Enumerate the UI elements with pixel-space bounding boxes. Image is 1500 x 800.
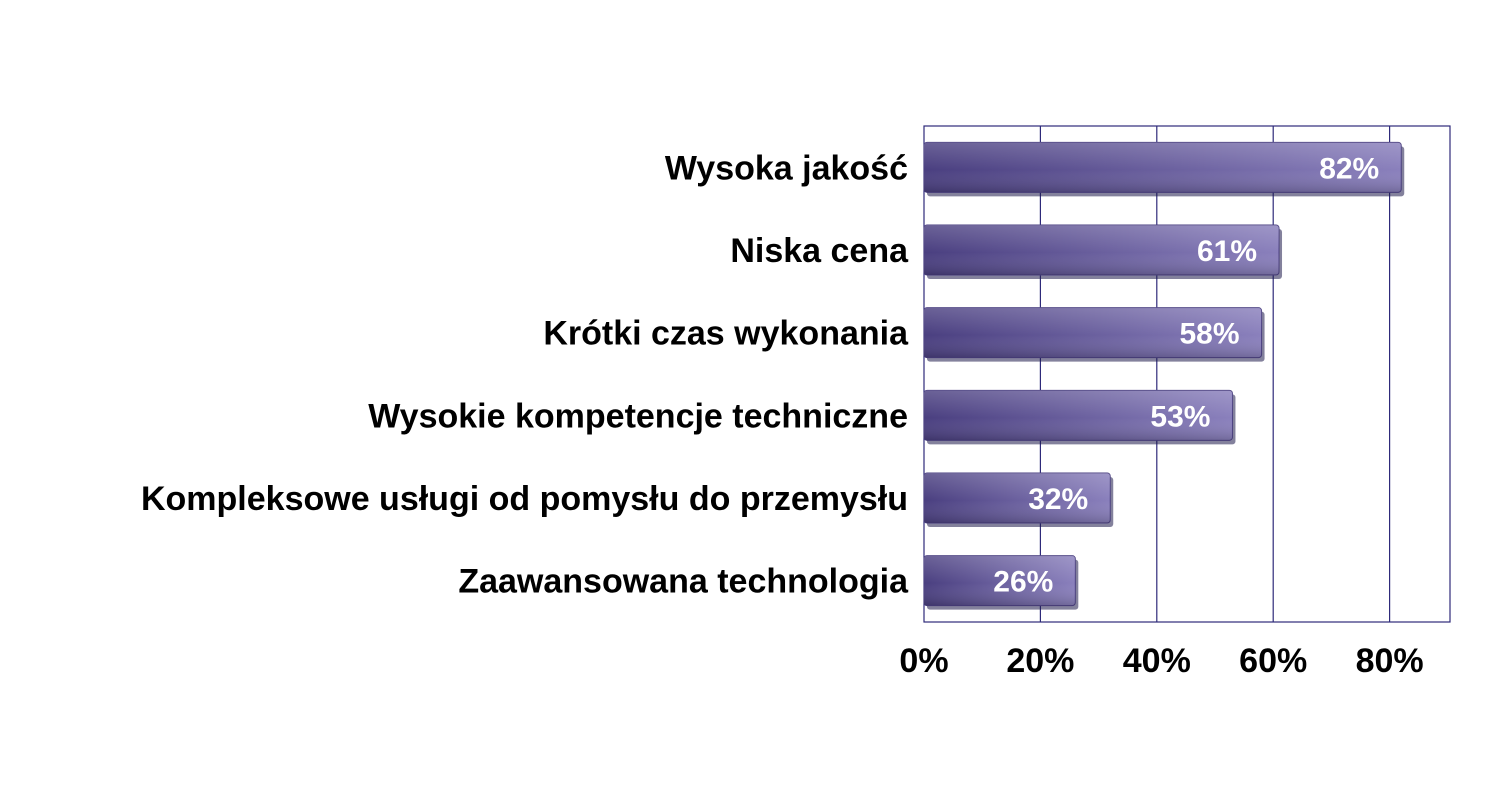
bars: 82% 61% 58% 53% 32% 26% [923,141,1405,610]
bar-highlight [924,473,1111,523]
bar-value-label: 32% [1028,483,1088,516]
category-label: Krótki czas wykonania [543,315,909,353]
category-label: Zaawansowana technologia [458,563,909,601]
gridlines [923,125,1451,623]
x-tick-label: 60% [1239,642,1307,680]
x-tick-label: 20% [1006,642,1074,680]
bar-value-label: 26% [993,566,1053,599]
plot-frame [923,125,1451,623]
x-tick-label: 40% [1123,642,1191,680]
bar-value-label: 58% [1180,318,1240,351]
x-tick-label: 0% [899,642,948,680]
category-labels: Wysoka jakość Niska cena Krótki czas wykon… [141,149,909,600]
category-label: Wysokie kompetencje techniczne [368,397,908,435]
bar-highlight [924,225,1280,275]
bar-highlight [924,390,1233,441]
bar-value-label: 82% [1319,152,1379,185]
category-label: Kompleksowe usługi od pomysłu do przemys… [141,480,908,518]
x-tick-label: 80% [1356,642,1424,680]
bar-highlight [924,142,1402,193]
bar-value-label: 53% [1150,400,1210,433]
bar-highlight [924,307,1262,358]
x-axis-tick-labels: 0% 20% 40% 60% 80% [899,642,1423,680]
category-label: Niska cena [730,232,909,270]
category-label: Wysoka jakość [665,149,908,187]
bar-value-label: 61% [1197,235,1257,268]
bar-highlight [924,555,1076,606]
